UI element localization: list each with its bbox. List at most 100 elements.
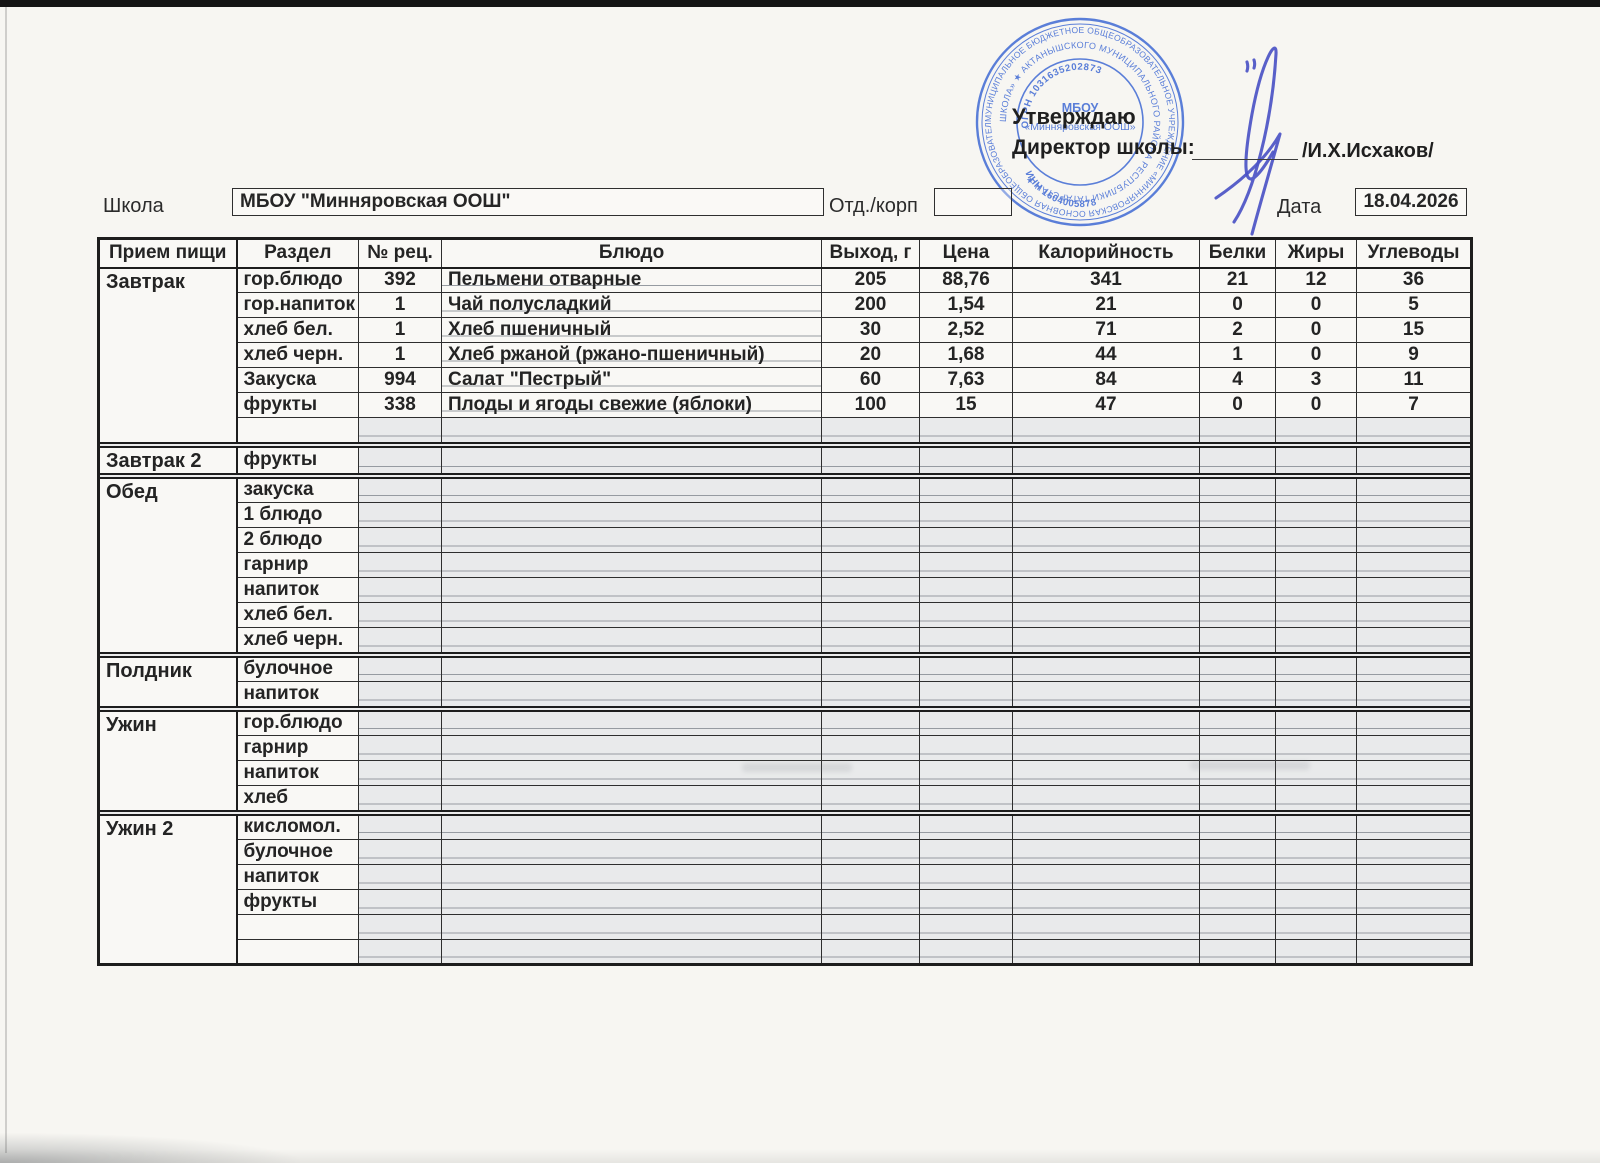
scan-smudge [1190, 761, 1310, 770]
cal-cell [1012, 760, 1200, 786]
razdel-cell: кисломол. [236, 814, 359, 840]
cal-cell: 47 [1012, 392, 1200, 418]
section-divider [98, 651, 1472, 658]
price-cell [919, 735, 1013, 761]
out-cell: 205 [821, 267, 920, 293]
dish-cell: Плоды и ягоды свежие (яблоки) [441, 392, 822, 418]
meal-cell: Завтрак [98, 267, 238, 443]
protein-cell [1199, 417, 1276, 443]
header-cell: Выход, г [821, 238, 920, 269]
signature-stroke-loop [1232, 46, 1278, 224]
dish-cell: Хлеб ржаной (ржано-пшеничный) [441, 342, 822, 368]
rec-cell [358, 477, 442, 503]
protein-cell [1199, 735, 1276, 761]
dish-cell [441, 527, 822, 553]
carbs-cell [1356, 681, 1472, 707]
stamp-outer-circle [975, 17, 1185, 227]
rec-cell: 392 [358, 267, 442, 293]
out-cell [821, 760, 920, 786]
cal-cell [1012, 477, 1200, 503]
rec-cell [358, 864, 442, 890]
carbs-cell [1356, 839, 1472, 865]
table-row: фрукты 338 Плоды и ягоды свежие (яблоки) 10… [99, 392, 1472, 418]
fat-cell [1275, 839, 1357, 865]
stamp-center-line1: МБОУ [1062, 101, 1099, 115]
table-row: Завтрак гор.блюдо 392 Пельмени отварные 205 8… [98, 267, 1472, 443]
carbs-cell [1356, 417, 1472, 443]
dish-cell [441, 785, 822, 811]
price-cell: 2,52 [919, 317, 1013, 343]
out-cell: 60 [821, 367, 920, 393]
out-cell [821, 502, 920, 528]
price-cell [919, 785, 1013, 811]
rec-cell: 1 [358, 342, 442, 368]
cal-cell: 44 [1012, 342, 1200, 368]
table-row: 2 блюдо [99, 527, 1472, 553]
razdel-cell: 2 блюдо [236, 527, 359, 553]
header-cell: Раздел [236, 238, 359, 269]
dish-cell [441, 735, 822, 761]
cal-cell [1012, 710, 1200, 736]
razdel-cell: фрукты [236, 446, 359, 474]
dish-cell [441, 889, 822, 915]
fat-cell [1275, 602, 1357, 628]
price-cell [919, 502, 1013, 528]
protein-cell [1199, 914, 1276, 940]
out-cell: 100 [821, 392, 920, 418]
fat-cell [1275, 735, 1357, 761]
price-cell [919, 760, 1013, 786]
out-cell [821, 656, 920, 682]
cal-cell [1012, 939, 1200, 965]
director-signature [1214, 46, 1282, 236]
razdel-cell: фрукты [236, 889, 359, 915]
table-row: 1 блюдо [99, 502, 1472, 528]
razdel-cell: хлеб бел. [236, 602, 359, 628]
out-cell [821, 577, 920, 603]
school-round-stamp: МУНИЦИПАЛЬНОЕ БЮДЖЕТНОЕ ОБЩЕОБРАЗОВАТЕЛЬ… [964, 6, 1185, 227]
fat-cell [1275, 681, 1357, 707]
price-cell [919, 839, 1013, 865]
protein-cell: 1 [1199, 342, 1276, 368]
protein-cell [1199, 785, 1276, 811]
out-cell [821, 914, 920, 940]
signature-tick-1 [1245, 60, 1250, 73]
paper-left-edge [5, 7, 7, 1153]
fat-cell [1275, 552, 1357, 578]
cal-cell [1012, 417, 1200, 443]
date-value-box: 18.04.2026 [1355, 188, 1467, 216]
rec-cell [358, 527, 442, 553]
table-row: напиток [99, 577, 1472, 603]
table-row: гарнир [99, 735, 1472, 761]
fat-cell: 0 [1275, 342, 1357, 368]
razdel-cell: напиток [236, 760, 359, 786]
carbs-cell [1356, 627, 1472, 653]
protein-cell [1199, 814, 1276, 840]
header-cell: Жиры [1275, 238, 1357, 269]
table-row: напиток [99, 864, 1472, 890]
price-cell [919, 864, 1013, 890]
fat-cell [1275, 656, 1357, 682]
dish-cell: Хлеб пшеничный [441, 317, 822, 343]
carbs-cell [1356, 939, 1472, 965]
carbs-cell [1356, 602, 1472, 628]
table-row: Завтрак 2 фрукты [98, 446, 1472, 474]
header-cell: Белки [1199, 238, 1276, 269]
cal-cell [1012, 502, 1200, 528]
carbs-cell: 11 [1356, 367, 1472, 393]
rec-cell [358, 914, 442, 940]
meal-cell: Обед [98, 477, 238, 653]
price-cell [919, 814, 1013, 840]
table-header: Прием пищи Раздел № рец. Блюдо Выход, г Цена К… [98, 238, 1472, 269]
dish-cell [441, 577, 822, 603]
carbs-cell [1356, 552, 1472, 578]
carbs-cell [1356, 889, 1472, 915]
out-cell [821, 889, 920, 915]
out-cell: 200 [821, 292, 920, 318]
dish-cell [441, 681, 822, 707]
carbs-cell [1356, 502, 1472, 528]
price-cell: 88,76 [919, 267, 1013, 293]
razdel-cell: гарнир [236, 735, 359, 761]
protein-cell [1199, 627, 1276, 653]
fat-cell [1275, 417, 1357, 443]
price-cell [919, 939, 1013, 965]
